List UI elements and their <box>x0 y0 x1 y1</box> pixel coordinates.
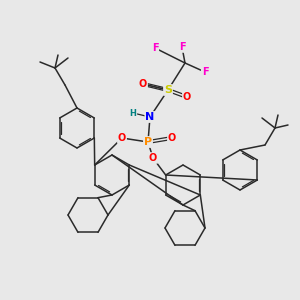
Text: O: O <box>149 153 157 163</box>
Text: H: H <box>130 109 136 118</box>
Text: F: F <box>152 43 158 53</box>
Text: O: O <box>183 92 191 102</box>
Text: F: F <box>202 67 208 77</box>
Text: N: N <box>146 112 154 122</box>
Text: O: O <box>118 133 126 143</box>
Text: S: S <box>164 85 172 95</box>
Text: O: O <box>139 79 147 89</box>
Text: F: F <box>179 42 185 52</box>
Text: P: P <box>144 137 152 147</box>
Text: O: O <box>168 133 176 143</box>
